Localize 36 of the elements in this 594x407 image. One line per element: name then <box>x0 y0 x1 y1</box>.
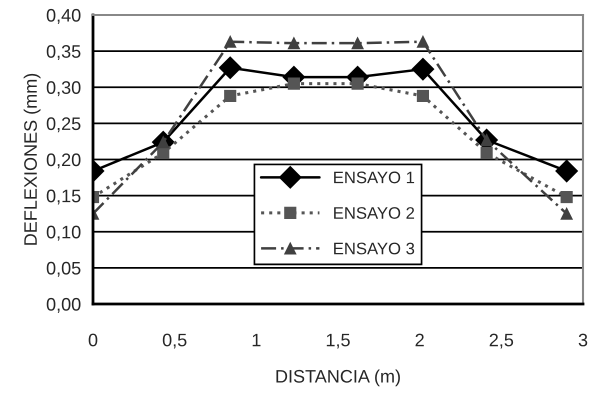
y-axis-title: DEFLEXIONES (mm) <box>24 74 40 245</box>
y-tick-label: 0,20 <box>46 153 80 168</box>
legend-label: ENSAYO 2 <box>334 207 414 219</box>
point <box>224 90 236 102</box>
point <box>224 36 236 48</box>
legend-label: ENSAYO 3 <box>334 242 414 254</box>
point <box>288 37 300 50</box>
x-tick-label: 1 <box>252 334 260 346</box>
y-tick-label: 0,05 <box>46 262 80 277</box>
x-tick-label: 3 <box>578 334 588 346</box>
point <box>412 58 434 81</box>
y-tick-label: 0,00 <box>46 298 80 313</box>
y-tick-label: 0,35 <box>46 45 80 60</box>
point <box>352 78 364 90</box>
x-tick-label: 1,5 <box>326 334 350 349</box>
point <box>157 146 170 160</box>
point <box>480 146 493 160</box>
y-tick-label: 0,15 <box>46 190 80 204</box>
legend-label: ENSAYO 1 <box>334 172 414 184</box>
x-tick-label: 2 <box>416 334 424 346</box>
point <box>416 90 430 102</box>
point <box>288 78 300 90</box>
y-tick-label: 0,30 <box>46 81 80 96</box>
x-axis-title: DISTANCIA (m) <box>276 369 400 386</box>
x-tick-label: 0 <box>88 334 98 346</box>
y-tick-label: 0,25 <box>46 117 80 132</box>
point <box>560 190 573 204</box>
point <box>555 160 578 182</box>
point <box>416 36 430 48</box>
y-tick-label: 0,40 <box>46 8 80 24</box>
point <box>352 37 364 50</box>
point <box>218 56 242 80</box>
x-tick-label: 0,5 <box>162 334 186 349</box>
point <box>560 208 573 220</box>
y-tick-label: 0,10 <box>46 226 80 241</box>
x-tick-label: 2,5 <box>490 334 514 349</box>
